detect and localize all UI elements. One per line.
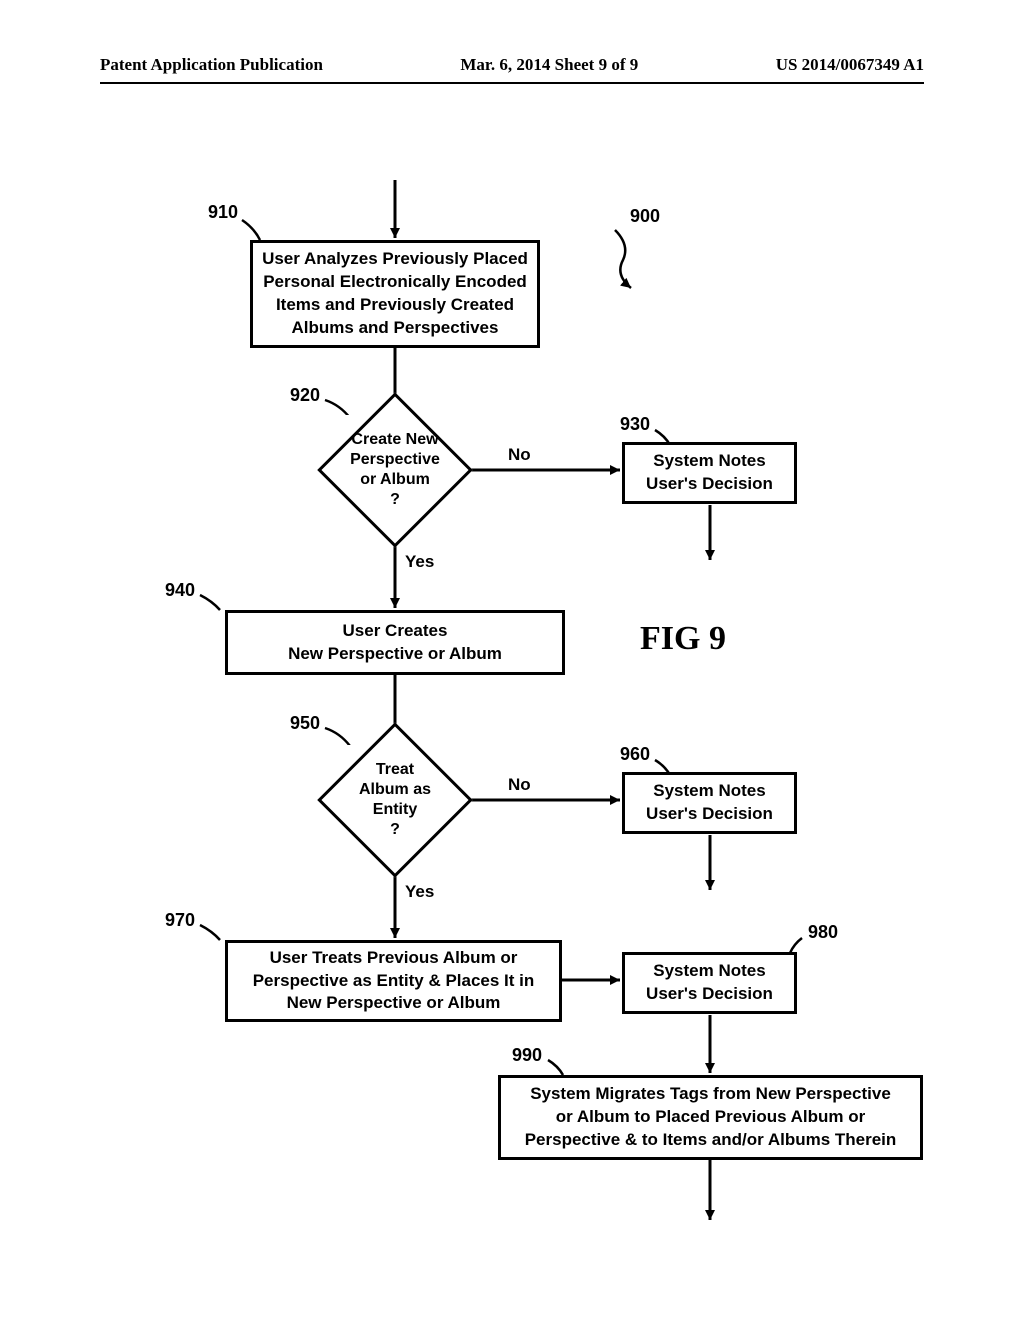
process-960-text: System NotesUser's Decision [646,780,773,826]
process-990-text: System Migrates Tags from New Perspectiv… [525,1083,897,1152]
decision-920: Create NewPerspectiveor Album? [340,415,450,525]
process-960: System NotesUser's Decision [622,772,797,834]
flowchart-canvas: User Analyzes Previously PlacedPersonal … [0,110,1024,1290]
decision-920-text: Create NewPerspectiveor Album? [350,430,440,510]
process-940: User CreatesNew Perspective or Album [225,610,565,675]
process-980: System NotesUser's Decision [622,952,797,1014]
edge-950-yes: Yes [405,882,434,902]
process-990: System Migrates Tags from New Perspectiv… [498,1075,923,1160]
ref-900: 900 [630,206,660,227]
process-910: User Analyzes Previously PlacedPersonal … [250,240,540,348]
decision-950: TreatAlbum asEntity? [340,745,450,855]
header-left: Patent Application Publication [100,55,323,75]
process-970-text: User Treats Previous Album orPerspective… [253,947,535,1016]
decision-950-text: TreatAlbum asEntity? [359,760,431,840]
process-970: User Treats Previous Album orPerspective… [225,940,562,1022]
ref-920: 920 [290,385,320,406]
process-910-text: User Analyzes Previously PlacedPersonal … [262,248,528,340]
ref-990: 990 [512,1045,542,1066]
process-930-text: System NotesUser's Decision [646,450,773,496]
process-930: System NotesUser's Decision [622,442,797,504]
ref-940: 940 [165,580,195,601]
header-rule [100,82,924,84]
ref-980: 980 [808,922,838,943]
ref-960: 960 [620,744,650,765]
ref-950: 950 [290,713,320,734]
edge-920-yes: Yes [405,552,434,572]
header-center: Mar. 6, 2014 Sheet 9 of 9 [460,55,638,75]
edge-950-no: No [508,775,531,795]
ref-910: 910 [208,202,238,223]
process-980-text: System NotesUser's Decision [646,960,773,1006]
figure-label: FIG 9 [640,620,726,658]
page-header: Patent Application Publication Mar. 6, 2… [100,55,924,75]
process-940-text: User CreatesNew Perspective or Album [288,620,502,666]
header-right: US 2014/0067349 A1 [776,55,924,75]
page: Patent Application Publication Mar. 6, 2… [0,0,1024,1320]
ref-930: 930 [620,414,650,435]
edge-920-no: No [508,445,531,465]
ref-970: 970 [165,910,195,931]
